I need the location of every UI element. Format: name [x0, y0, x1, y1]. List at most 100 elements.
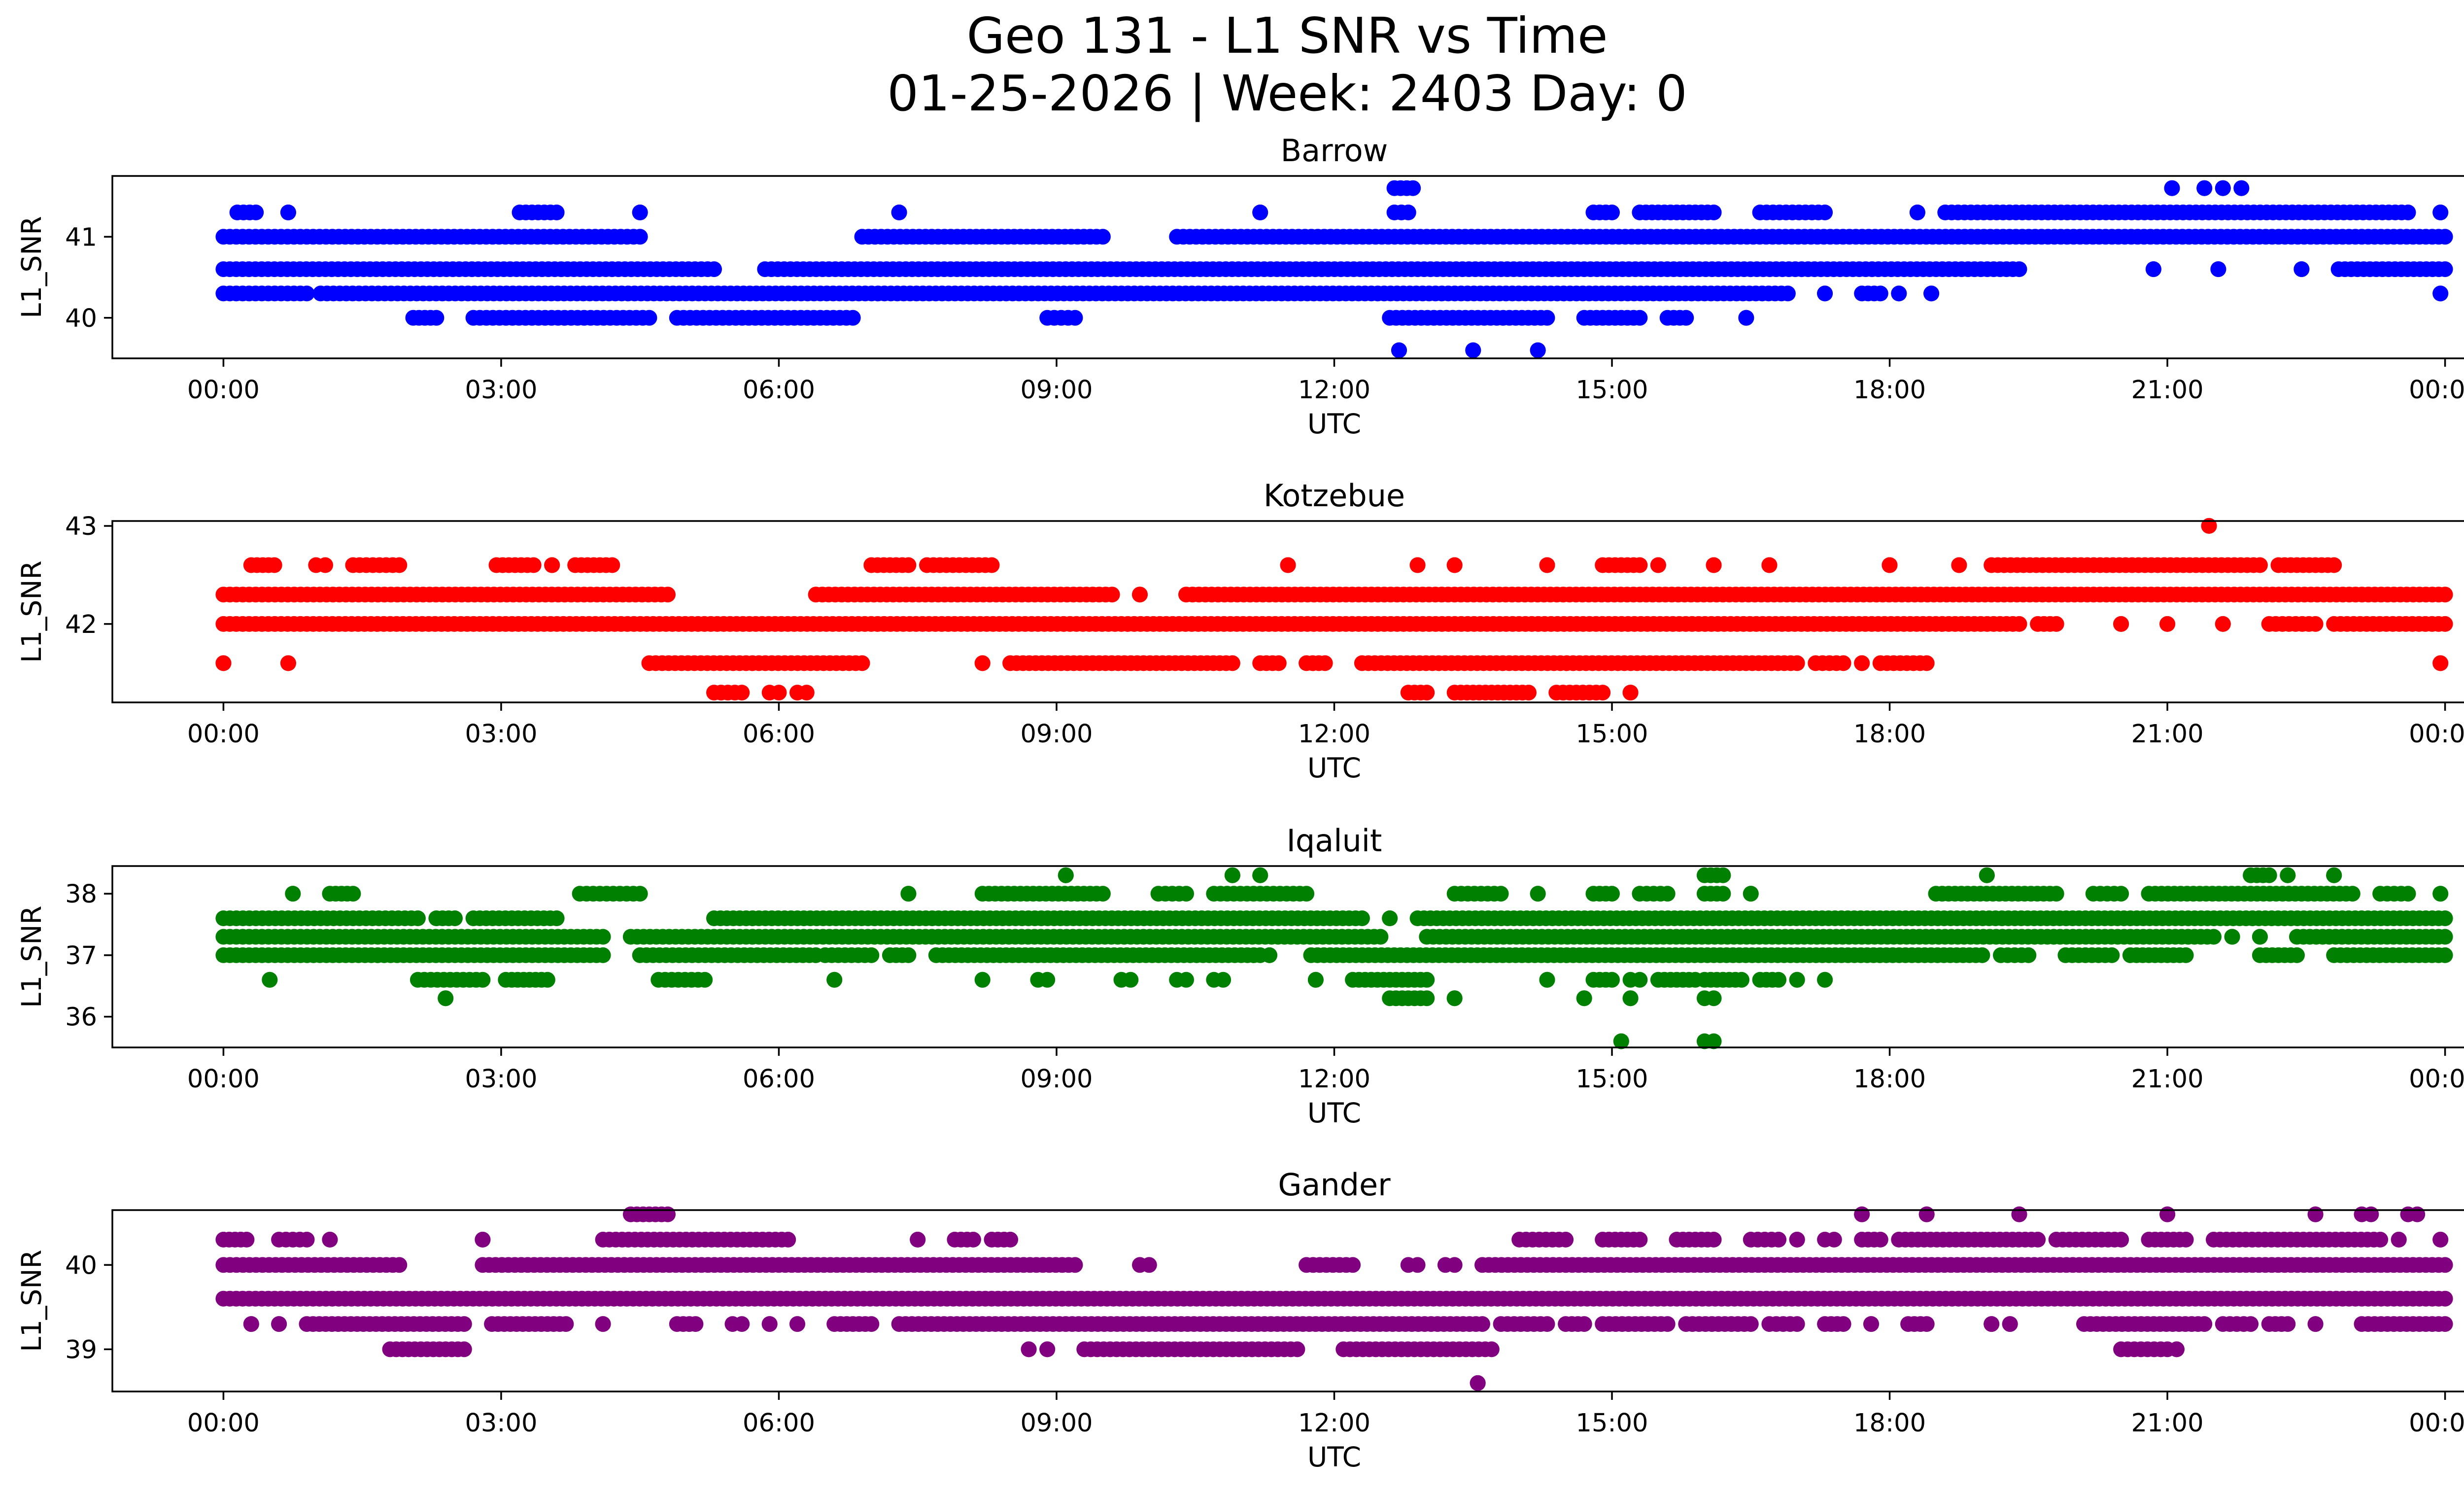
data-point [410, 910, 426, 926]
x-tick-label: 21:00 [2131, 720, 2204, 749]
data-point [215, 655, 232, 671]
data-point [761, 1316, 778, 1332]
data-point [317, 557, 333, 573]
data-point [1391, 342, 1407, 358]
data-point [1706, 557, 1722, 573]
data-point [1789, 1231, 1805, 1248]
data-point [595, 1316, 611, 1332]
data-point [1826, 1231, 1842, 1248]
data-point [2178, 947, 2194, 963]
data-point [2224, 929, 2240, 945]
data-point [2307, 1316, 2324, 1332]
x-tick-label: 12:00 [1298, 1065, 1370, 1094]
data-point [1405, 180, 1421, 196]
data-point [1918, 1316, 1935, 1332]
x-tick-label: 21:00 [2131, 1409, 2204, 1438]
data-point [1539, 310, 1555, 326]
data-point [771, 685, 787, 701]
data-point [2280, 867, 2296, 883]
data-point [2210, 261, 2226, 278]
data-point [660, 587, 676, 603]
data-point [1882, 557, 1898, 573]
data-point [475, 972, 491, 988]
data-point [2030, 1231, 2046, 1248]
data-point [2400, 205, 2416, 220]
data-point [2280, 1316, 2296, 1332]
data-point [1604, 972, 1620, 988]
data-point [322, 1231, 338, 1248]
data-point [1734, 972, 1749, 988]
x-tick-label: 12:00 [1298, 720, 1370, 749]
data-point [1382, 910, 1398, 926]
data-point [1095, 886, 1111, 902]
data-point [2206, 929, 2222, 945]
data-point [2196, 1316, 2213, 1332]
data-point [798, 685, 815, 701]
data-point [697, 972, 713, 988]
data-point [1178, 886, 1194, 902]
subplots-container: 00:00 03:00 06:00 09:00 12:00 15:00 18:00 21:00… [16, 133, 2464, 1473]
data-point [660, 1206, 676, 1222]
data-point [2168, 1341, 2185, 1357]
data-point [266, 557, 282, 573]
data-point [2215, 616, 2231, 632]
data-point [1021, 1341, 1037, 1357]
data-point [1918, 655, 1935, 671]
data-point [2437, 947, 2453, 963]
data-point [1909, 205, 1925, 220]
data-point [2409, 1206, 2426, 1222]
data-point [280, 655, 296, 671]
data-point [1715, 886, 1731, 902]
data-point [1317, 655, 1333, 671]
x-tick-label: 12:00 [1298, 376, 1370, 405]
data-point [239, 1231, 255, 1248]
data-point [2261, 867, 2277, 883]
plot-frame [111, 520, 2464, 703]
data-point [1706, 205, 1722, 220]
data-point [1715, 867, 1731, 883]
data-point [1923, 285, 1940, 302]
data-point [780, 1231, 796, 1248]
x-tick-label: 00:00 [2409, 1065, 2464, 1094]
x-tick-label: 12:00 [1298, 1409, 1370, 1438]
data-point [1178, 972, 1194, 988]
x-tick-label: 18:00 [1853, 720, 1926, 749]
x-tick-label: 18:00 [1853, 1409, 1926, 1438]
data-point [2215, 180, 2231, 196]
data-point [2020, 947, 2037, 963]
data-point [1706, 1231, 1722, 1248]
data-point [1706, 990, 1722, 1007]
data-point [1738, 310, 1754, 326]
data-point [595, 947, 611, 963]
x-tick-label: 03:00 [465, 1409, 537, 1438]
data-point [1224, 867, 1240, 883]
data-point [1262, 947, 1277, 963]
data-point [2432, 205, 2449, 220]
x-tick-label: 09:00 [1020, 1065, 1093, 1094]
data-point [1409, 557, 1426, 573]
data-point [1252, 205, 1268, 220]
data-point [910, 1231, 926, 1248]
data-point [789, 1316, 805, 1332]
data-point [2196, 180, 2213, 196]
x-tick-label: 06:00 [743, 376, 815, 405]
data-point [687, 1316, 704, 1332]
data-point [1039, 972, 1056, 988]
data-point [271, 1316, 287, 1332]
x-tick-label: 21:00 [2131, 376, 2204, 405]
data-point [2048, 886, 2064, 902]
data-point [984, 557, 1000, 573]
data-point [706, 261, 722, 278]
x-tick-label: 09:00 [1020, 376, 1093, 405]
data-point [475, 1231, 491, 1248]
data-point [1891, 285, 1907, 302]
data-point [1951, 557, 1967, 573]
data-point [1613, 1033, 1629, 1049]
data-point [734, 1316, 750, 1332]
data-point [1743, 886, 1759, 902]
data-point [1771, 972, 1787, 988]
data-point [243, 1316, 259, 1332]
x-tick-label: 00:00 [187, 376, 260, 405]
data-point [1530, 342, 1546, 358]
data-point [548, 205, 565, 220]
